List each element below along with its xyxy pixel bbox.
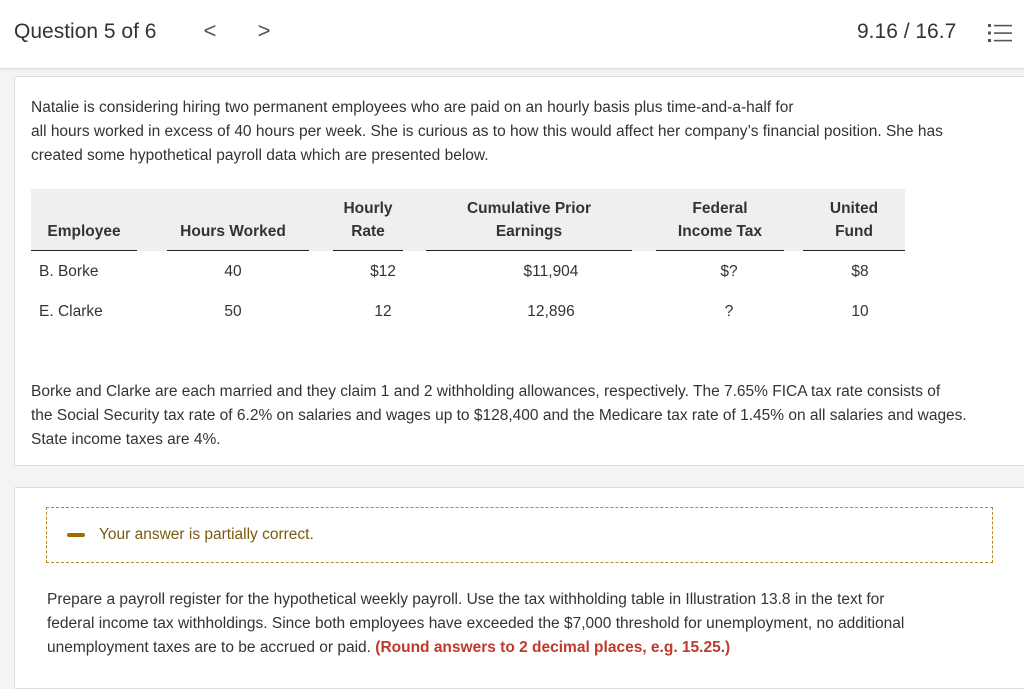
- problem-intro: Natalie is considering hiring two perman…: [31, 96, 1001, 168]
- intro-line: created some hypothetical payroll data w…: [31, 147, 489, 164]
- table-cell-united-fund: $8: [851, 263, 869, 280]
- table-cell-prior-earnings: 12,896: [527, 303, 575, 320]
- column-header-cumulative-prior-earnings: Cumulative Prior Earnings: [466, 200, 592, 240]
- column-header-federal-income-tax: Federal Income Tax: [677, 200, 763, 240]
- table-cell-hours: 50: [224, 303, 242, 320]
- instruction-line: federal income tax withholdings. Since b…: [47, 615, 905, 632]
- column-header-united-fund: United Fund: [829, 200, 879, 240]
- problem-panel: Natalie is considering hiring two perman…: [14, 76, 1024, 466]
- intro-line: Natalie is considering hiring two perman…: [31, 99, 794, 116]
- question-header: Question 5 of 6 < > 9.16 / 16.7: [0, 0, 1024, 69]
- rounding-hint: (Round answers to 2 decimal places, e.g.…: [375, 639, 731, 656]
- header-rule: [333, 250, 403, 251]
- column-header-hourly-rate: Hourly Rate: [343, 200, 393, 240]
- table-cell-prior-earnings: $11,904: [523, 263, 579, 280]
- instructions: Prepare a payroll register for the hypot…: [47, 588, 1007, 660]
- header-rule: [167, 250, 309, 251]
- table-cell-rate: $12: [370, 263, 396, 280]
- header-rule: [656, 250, 784, 251]
- table-cell-federal-tax: ?: [724, 303, 734, 320]
- instruction-line: unemployment taxes are to be accrued or …: [47, 639, 731, 656]
- feedback-box: Your answer is partially correct.: [46, 507, 993, 563]
- column-header-hours-worked: Hours Worked: [180, 223, 286, 240]
- details-line: State income taxes are 4%.: [31, 431, 221, 448]
- column-header-employee: Employee: [47, 223, 121, 240]
- payroll-table-header: [31, 189, 905, 251]
- details-line: the Social Security tax rate of 6.2% on …: [31, 407, 967, 424]
- list-icon[interactable]: [988, 22, 1012, 44]
- header-rule: [31, 250, 137, 251]
- answer-panel: Your answer is partially correct. Prepar…: [14, 487, 1024, 689]
- instruction-line: Prepare a payroll register for the hypot…: [47, 591, 885, 608]
- header-rule: [803, 250, 905, 251]
- table-cell-rate: 12: [374, 303, 392, 320]
- table-cell-hours: 40: [224, 263, 242, 280]
- partial-credit-icon: [67, 533, 85, 537]
- question-counter: Question 5 of 6: [14, 20, 157, 43]
- score-display: 9.16 / 16.7: [857, 20, 957, 43]
- table-cell-united-fund: 10: [851, 303, 869, 320]
- intro-line: all hours worked in excess of 40 hours p…: [31, 123, 943, 140]
- table-cell-employee: B. Borke: [39, 263, 99, 280]
- details-line: Borke and Clarke are each married and th…: [31, 383, 941, 400]
- header-rule: [426, 250, 632, 251]
- table-cell-federal-tax: $?: [720, 263, 738, 280]
- previous-question-button[interactable]: <: [203, 18, 217, 43]
- next-question-button[interactable]: >: [257, 18, 271, 43]
- problem-details: Borke and Clarke are each married and th…: [31, 380, 1016, 452]
- table-cell-employee: E. Clarke: [39, 303, 103, 320]
- feedback-message: Your answer is partially correct.: [99, 526, 314, 543]
